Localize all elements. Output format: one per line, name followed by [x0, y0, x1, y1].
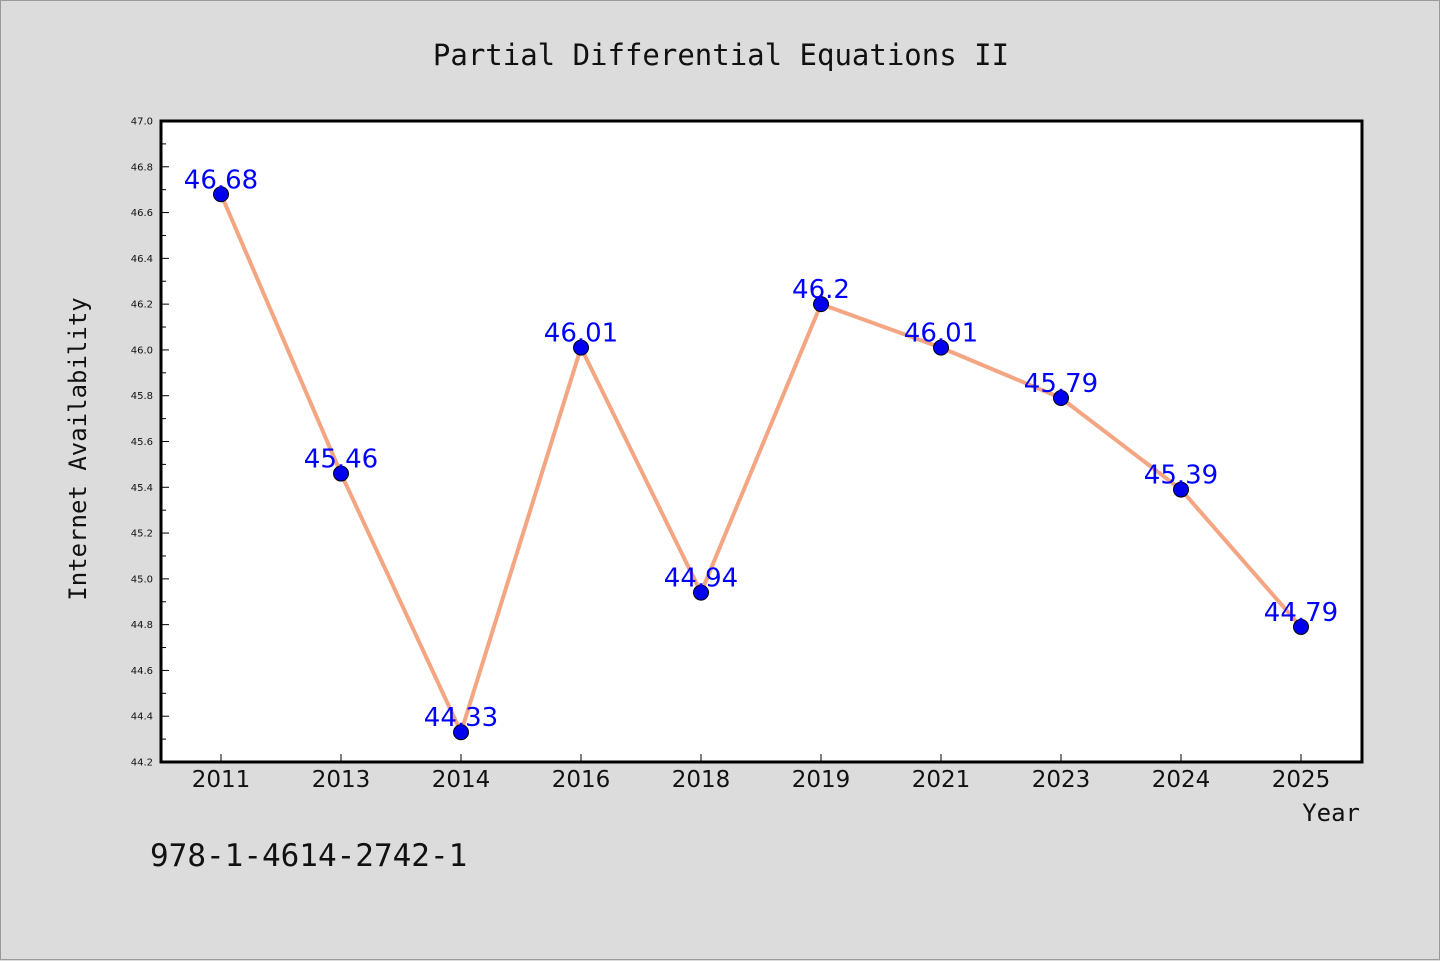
- data-label: 44.33: [424, 703, 498, 733]
- x-tick-label: 2024: [1152, 767, 1211, 793]
- data-label: 46.01: [904, 319, 978, 349]
- y-axis: 44.2 44.4 44.6 44.8 45.0 45.2 45.4 45.6 45.8 46.0…: [131, 117, 169, 769]
- x-tick-label: 2014: [432, 767, 491, 793]
- data-label: 46.01: [544, 319, 618, 349]
- x-axis: 2011 2013 2014 2016 2018 2019 2021 2023 2024 2025: [192, 754, 1331, 793]
- y-tick-label: 45.6: [131, 437, 153, 448]
- y-tick-label: 46.0: [131, 345, 153, 356]
- data-point: [453, 724, 469, 741]
- data-point: [333, 465, 349, 482]
- x-tick-label: 2019: [792, 767, 851, 793]
- y-tick-label: 46.4: [131, 254, 153, 265]
- data-label: 44.94: [664, 564, 738, 594]
- y-tick-label: 44.4: [131, 712, 153, 723]
- y-tick-label: 44.6: [131, 666, 153, 677]
- plot-area: [159, 119, 1364, 764]
- data-point: [693, 584, 709, 601]
- data-label: 46.2: [792, 275, 850, 305]
- y-tick-label: 45.8: [131, 391, 153, 402]
- data-point: [573, 339, 589, 356]
- data-point: [1053, 390, 1069, 407]
- x-tick-label: 2018: [672, 767, 731, 793]
- data-point: [1173, 481, 1189, 498]
- x-tick-label: 2025: [1272, 767, 1331, 793]
- x-tick-label: 2023: [1032, 767, 1091, 793]
- x-axis-label: Year: [1302, 799, 1360, 827]
- data-point: [813, 296, 829, 313]
- y-tick-label: 44.8: [131, 620, 153, 631]
- data-labels: 46.68 45.46 44.33 46.01 44.94 46.2 46.01 45.79 4…: [184, 165, 1338, 733]
- x-tick-label: 2016: [552, 767, 611, 793]
- y-tick-label: 46.2: [131, 300, 153, 311]
- footer-isbn: 978-1-4614-2742-1: [150, 838, 467, 874]
- data-point: [213, 186, 229, 203]
- series-layer: [213, 186, 1309, 741]
- data-point: [933, 339, 949, 356]
- y-tick-label: 46.6: [131, 208, 153, 219]
- x-tick-label: 2011: [192, 767, 251, 793]
- chart-title: Partial Differential Equations II: [433, 38, 1009, 72]
- y-axis-label: Internet Availability: [64, 297, 92, 600]
- data-point: [1293, 618, 1309, 635]
- data-label: 44.79: [1264, 598, 1338, 628]
- series-line: [219, 193, 1303, 735]
- data-label: 45.39: [1144, 461, 1218, 491]
- y-tick-label: 47.0: [131, 117, 153, 128]
- x-tick-label: 2021: [912, 767, 971, 793]
- y-tick-label: 45.2: [131, 529, 153, 540]
- y-tick-label: 44.2: [131, 758, 153, 769]
- data-label: 45.79: [1024, 369, 1098, 399]
- y-tick-label: 45.0: [131, 574, 153, 585]
- data-label: 46.68: [184, 165, 258, 195]
- x-tick-label: 2013: [312, 767, 371, 793]
- y-tick-label: 45.4: [131, 483, 153, 494]
- y-tick-label: 46.8: [131, 162, 153, 173]
- data-label: 45.46: [304, 445, 378, 475]
